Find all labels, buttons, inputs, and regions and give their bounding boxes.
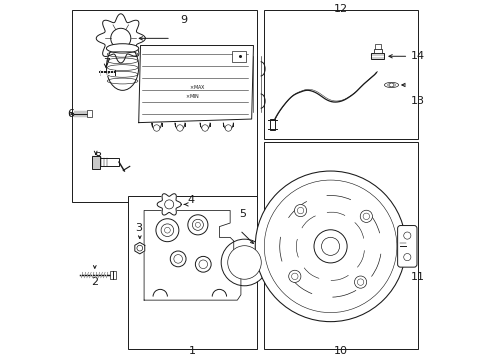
Polygon shape	[144, 211, 241, 300]
Text: 4: 4	[187, 195, 194, 205]
Ellipse shape	[387, 84, 395, 87]
Bar	[72, 10, 257, 202]
Polygon shape	[96, 14, 145, 63]
Bar	[231, 51, 246, 62]
Circle shape	[192, 219, 203, 230]
Bar	[92, 158, 119, 166]
Circle shape	[164, 227, 170, 233]
Circle shape	[221, 239, 267, 286]
Polygon shape	[135, 242, 144, 254]
Bar	[269, 119, 275, 130]
Circle shape	[360, 210, 372, 222]
Circle shape	[195, 222, 200, 227]
Ellipse shape	[384, 82, 398, 87]
Circle shape	[156, 219, 179, 242]
Text: 8: 8	[94, 152, 101, 162]
Text: 12: 12	[334, 4, 347, 14]
Circle shape	[297, 207, 303, 214]
Text: $\times$MAX: $\times$MAX	[188, 82, 205, 91]
Text: 5: 5	[239, 209, 245, 219]
Circle shape	[202, 125, 208, 131]
Bar	[264, 10, 418, 139]
Circle shape	[321, 237, 339, 255]
Text: 14: 14	[410, 51, 425, 61]
Bar	[373, 49, 382, 53]
Text: 1: 1	[189, 346, 196, 356]
Circle shape	[187, 215, 207, 235]
Circle shape	[195, 256, 211, 272]
Circle shape	[110, 28, 131, 48]
Text: 9: 9	[180, 15, 187, 26]
Bar	[87, 110, 92, 117]
Text: 10: 10	[334, 346, 347, 356]
Polygon shape	[139, 45, 253, 123]
Bar	[371, 53, 384, 59]
Bar	[374, 44, 380, 49]
Circle shape	[294, 204, 306, 217]
Circle shape	[403, 253, 410, 261]
Circle shape	[161, 224, 173, 237]
Text: $\times$MIN: $\times$MIN	[185, 92, 200, 100]
Bar	[128, 196, 257, 348]
Circle shape	[199, 260, 207, 269]
Circle shape	[403, 232, 410, 239]
Circle shape	[137, 245, 142, 251]
Circle shape	[291, 273, 297, 280]
Circle shape	[176, 125, 183, 131]
Text: 6: 6	[67, 109, 74, 119]
Text: 2: 2	[91, 277, 98, 287]
Circle shape	[389, 83, 393, 87]
Bar	[264, 142, 418, 348]
Circle shape	[288, 270, 300, 283]
Circle shape	[153, 125, 160, 131]
Bar	[92, 156, 100, 168]
Text: 11: 11	[410, 272, 425, 282]
Circle shape	[164, 200, 173, 209]
Ellipse shape	[106, 44, 139, 53]
Ellipse shape	[106, 44, 139, 90]
Circle shape	[227, 246, 261, 279]
Text: 13: 13	[410, 96, 425, 106]
Bar	[110, 271, 116, 279]
Circle shape	[170, 251, 185, 267]
Polygon shape	[157, 194, 181, 215]
Circle shape	[363, 213, 369, 220]
Circle shape	[313, 230, 346, 263]
Circle shape	[255, 171, 405, 321]
Circle shape	[224, 125, 231, 131]
Text: 3: 3	[135, 224, 142, 233]
Text: 7: 7	[102, 58, 110, 68]
Circle shape	[357, 279, 363, 285]
FancyBboxPatch shape	[397, 226, 416, 267]
Circle shape	[174, 255, 182, 263]
Circle shape	[354, 276, 366, 288]
